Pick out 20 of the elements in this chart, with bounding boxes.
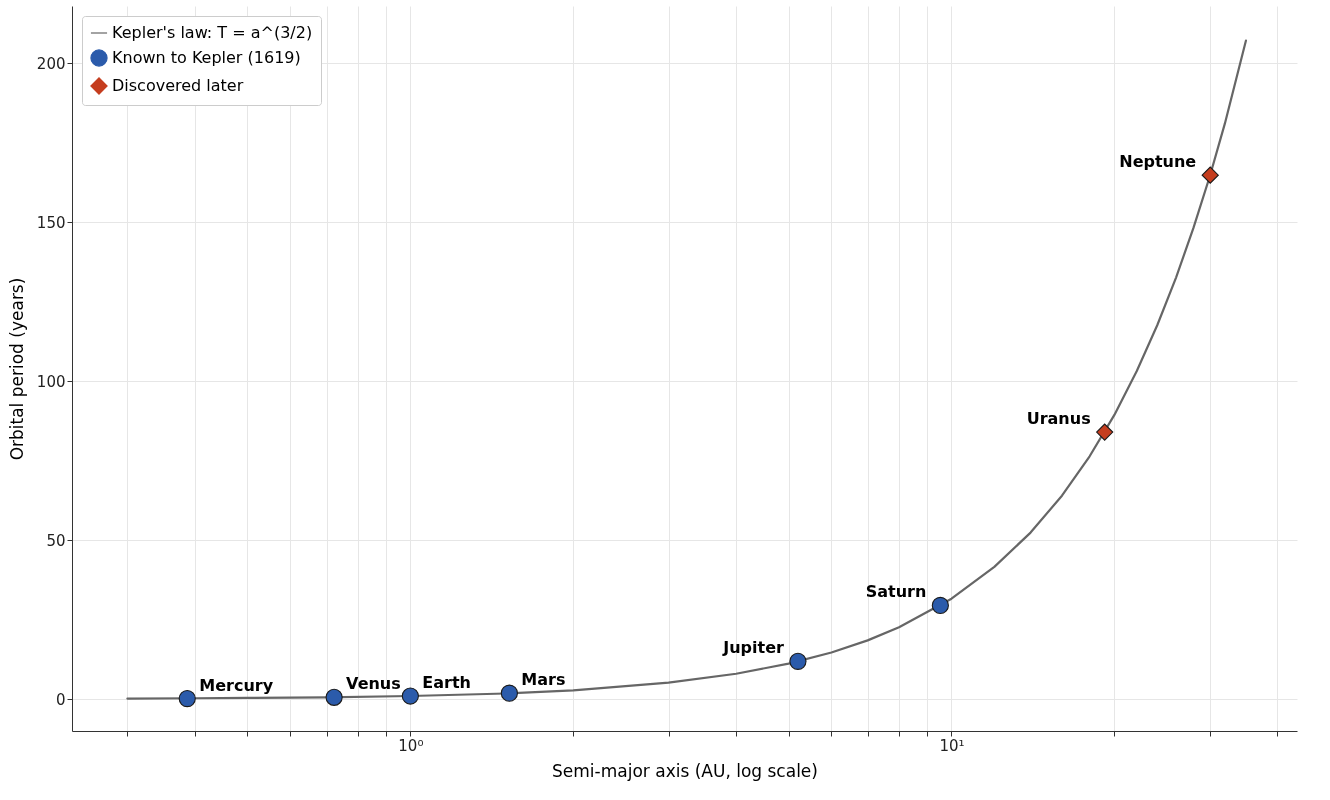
x-axis-title: Semi-major axis (AU, log scale) (552, 760, 818, 781)
legend-label: Kepler's law: T = a^(3/2) (112, 23, 313, 42)
legend-label: Known to Kepler (1619) (112, 48, 301, 67)
y-tick-label: 0 (55, 690, 66, 709)
legend-label: Discovered later (112, 76, 244, 95)
y-tick-label: 150 (36, 213, 66, 232)
y-tick-label: 100 (36, 372, 66, 391)
annotation: Neptune (1119, 152, 1197, 172)
y-axis-title: Orbital period (years) (6, 277, 27, 461)
y-tick-label: 200 (36, 54, 66, 73)
annotation: Mars (521, 670, 566, 690)
x-tick-label: 10⁰ (398, 736, 424, 755)
y-tick-label: 50 (46, 531, 66, 550)
annotation: Earth (422, 673, 471, 693)
annotation: Uranus (1026, 409, 1091, 429)
annotation: Jupiter (722, 638, 785, 658)
annotation: Venus (346, 674, 401, 694)
annotation: Saturn (865, 582, 927, 602)
annotation: Mercury (199, 675, 274, 695)
x-tick-label: 10¹ (939, 736, 965, 755)
